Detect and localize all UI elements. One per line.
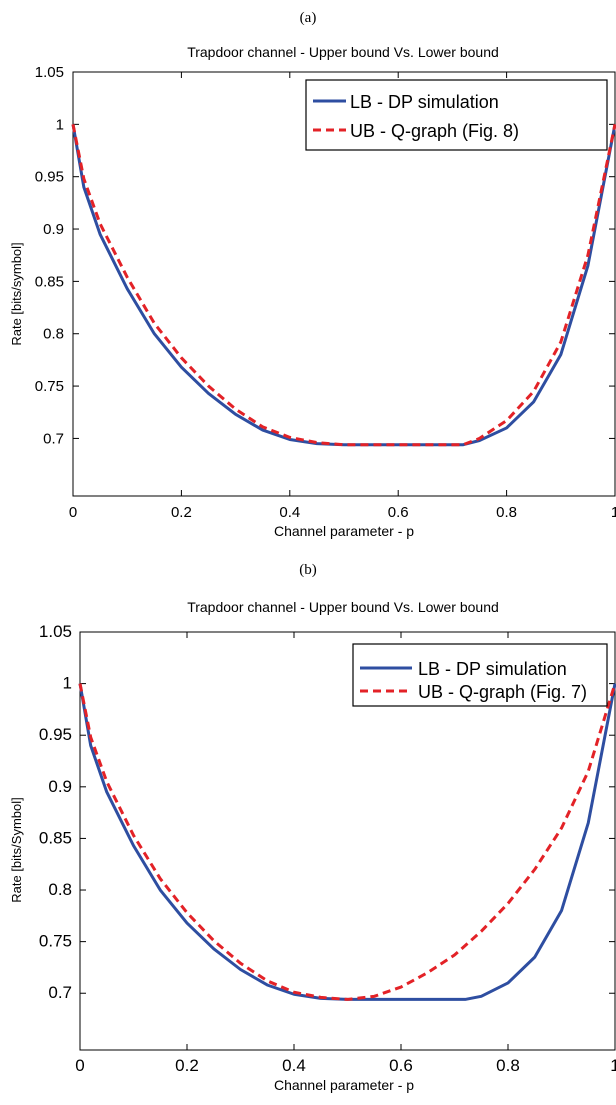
legend-a: LB - DP simulation UB - Q-graph (Fig. 8) <box>305 79 608 151</box>
y-ticks-a: 0.7 0.75 0.8 0.85 0.9 0.95 1 1.05 <box>35 64 615 447</box>
series-ub-line-b <box>78 683 616 1001</box>
x-tick-label: 0.4 <box>279 504 300 521</box>
y-axis-label-a: Rate [bits/symbol] <box>9 242 24 345</box>
legend-b: LB - DP simulation UB - Q-graph (Fig. 7) <box>352 643 608 707</box>
x-tick-label: 1 <box>611 504 616 521</box>
x-tick-label: 0.8 <box>496 504 517 521</box>
x-ticks-a: 0 0.2 0.4 0.6 0.8 1 <box>69 72 616 521</box>
y-tick-label: 0.8 <box>43 326 64 343</box>
plot-area-a <box>72 71 616 497</box>
series-group-b <box>78 683 616 1001</box>
x-tick-label: 1 <box>610 1056 616 1075</box>
x-tick-label: 0 <box>69 504 77 521</box>
x-tick-label: 0 <box>75 1056 84 1075</box>
chart-title-a: Trapdoor channel - Upper bound Vs. Lower… <box>187 44 499 60</box>
legend-box-b <box>352 643 608 707</box>
x-tick-label: 0.6 <box>389 1056 413 1075</box>
x-tick-label: 0.2 <box>171 504 192 521</box>
y-tick-label: 0.75 <box>35 378 64 395</box>
legend-box-a <box>305 79 608 151</box>
x-axis-label-a: Channel parameter - p <box>274 523 414 539</box>
y-tick-label: 0.9 <box>48 777 72 796</box>
chart-panel-b: (b) Trapdoor channel - Upper bound Vs. L… <box>9 562 616 1093</box>
panel-label-b: (b) <box>299 562 317 578</box>
series-lb-line-a <box>71 124 616 447</box>
y-tick-label: 0.9 <box>43 221 64 238</box>
x-tick-label: 0.2 <box>175 1056 199 1075</box>
y-tick-label: 0.95 <box>35 169 64 186</box>
y-tick-label: 1 <box>56 116 64 133</box>
legend-label-ub-b: UB - Q-graph (Fig. 7) <box>418 682 587 702</box>
y-tick-label: 1.05 <box>39 622 72 641</box>
y-tick-label: 0.85 <box>39 828 72 847</box>
x-ticks-b: 0 0.2 0.4 0.6 0.8 1 <box>75 632 616 1075</box>
plot-area-b <box>79 631 616 1051</box>
chart-panel-a: (a) Trapdoor channel - Upper bound Vs. L… <box>9 10 616 539</box>
y-axis-label-b: Rate [bits/Symbol] <box>9 797 24 903</box>
y-tick-label: 0.7 <box>48 983 72 1002</box>
chart-title-b: Trapdoor channel - Upper bound Vs. Lower… <box>187 599 499 615</box>
panel-label-a: (a) <box>300 10 317 26</box>
x-tick-label: 0.8 <box>496 1056 520 1075</box>
legend-label-lb-a: LB - DP simulation <box>350 92 499 112</box>
y-tick-label: 1 <box>63 674 72 693</box>
y-tick-label: 1.05 <box>35 64 64 81</box>
y-ticks-b: 0.7 0.75 0.8 0.85 0.9 0.95 1 1.05 <box>39 622 615 1002</box>
y-tick-label: 0.95 <box>39 725 72 744</box>
x-tick-label: 0.4 <box>282 1056 306 1075</box>
y-tick-label: 0.85 <box>35 273 64 290</box>
series-ub-line-a <box>71 124 616 447</box>
y-tick-label: 0.8 <box>48 880 72 899</box>
legend-label-lb-b: LB - DP simulation <box>418 659 567 679</box>
series-lb-line-b <box>78 683 616 1001</box>
y-tick-label: 0.75 <box>39 932 72 951</box>
x-tick-label: 0.6 <box>388 504 409 521</box>
y-tick-label: 0.7 <box>43 430 64 447</box>
x-axis-label-b: Channel parameter - p <box>274 1077 414 1093</box>
legend-label-ub-a: UB - Q-graph (Fig. 8) <box>350 121 519 141</box>
series-group-a <box>71 124 616 447</box>
